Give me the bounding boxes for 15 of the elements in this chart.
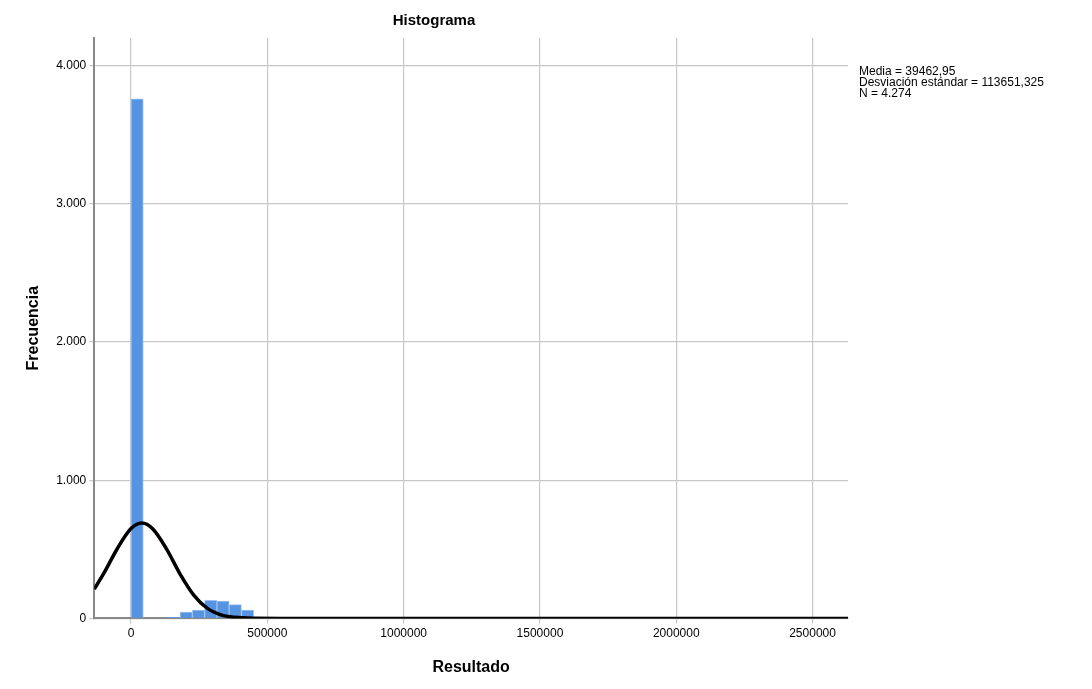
x-axis-title: Resultado <box>432 657 511 675</box>
x-tick-label: 1000000 <box>380 625 428 640</box>
x-tick-label: 500000 <box>247 625 288 640</box>
x-tick-label: 1500000 <box>516 625 564 640</box>
y-tick-label: 4.000 <box>56 57 87 72</box>
x-tick-label: 2000000 <box>652 625 700 640</box>
chart-title: Histograma <box>392 11 476 29</box>
x-tick-label: 0 <box>127 625 135 640</box>
text: N = 4.274 <box>859 86 912 101</box>
x-tick-label: 2500000 <box>789 625 837 640</box>
y-tick-label: 0 <box>79 610 87 625</box>
y-axis-title: Frecuencia <box>24 285 42 371</box>
y-tick-label: 1.000 <box>56 472 87 487</box>
y-tick-label: 3.000 <box>56 196 87 211</box>
y-tick-label: 2.000 <box>56 334 87 349</box>
